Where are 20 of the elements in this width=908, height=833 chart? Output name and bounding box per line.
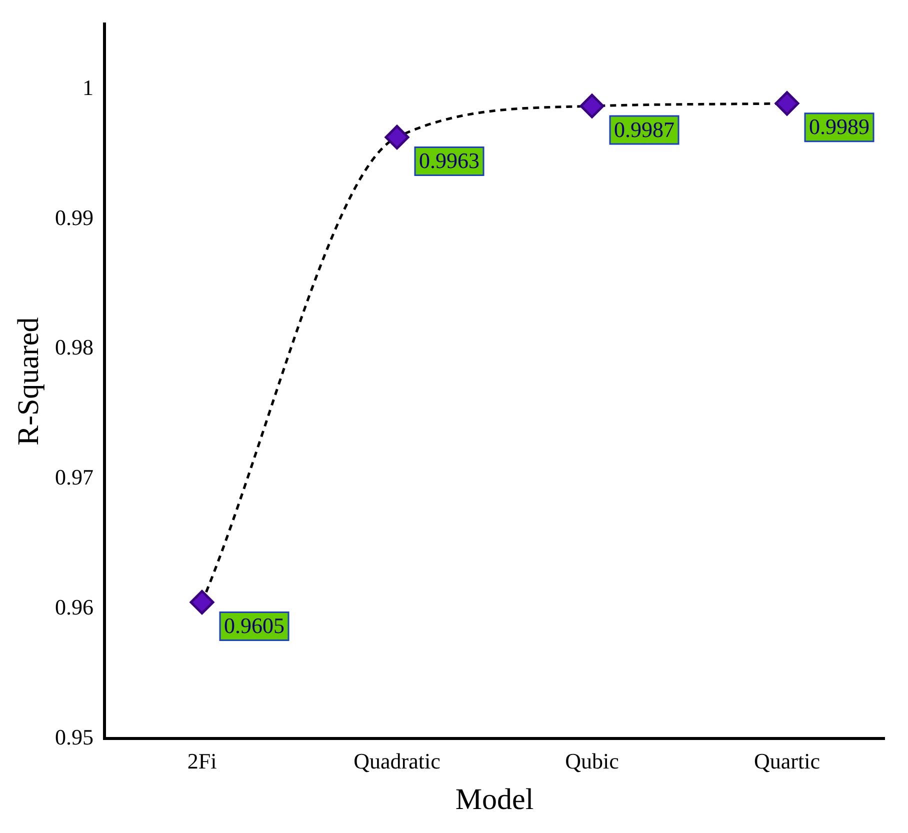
- y-axis-title: R-Squared: [12, 317, 45, 446]
- x-tick-label: Quadratic: [354, 748, 441, 774]
- x-tick-label: Qubic: [565, 748, 620, 774]
- point: [190, 590, 214, 614]
- data-label: 0.9987: [614, 116, 674, 142]
- point: [774, 91, 800, 116]
- point: [580, 94, 604, 118]
- y-tick-label: 0.95: [55, 724, 94, 750]
- x-tick-label: Quartic: [754, 748, 820, 774]
- x-axis-title: Model: [455, 782, 534, 816]
- y-tick-label: 1: [82, 74, 94, 100]
- y-tick-label: 0.96: [55, 594, 94, 620]
- data-label: 0.9605: [224, 612, 284, 638]
- data-label: 0.9989: [809, 114, 870, 140]
- data-label: 0.9963: [419, 148, 480, 173]
- y-tick-label: 0.99: [55, 204, 94, 230]
- point: [384, 124, 410, 150]
- y-tick-label: 0.98: [55, 334, 94, 360]
- x-tick-label: 2Fi: [187, 748, 217, 774]
- y-tick-label: 0.97: [55, 464, 94, 490]
